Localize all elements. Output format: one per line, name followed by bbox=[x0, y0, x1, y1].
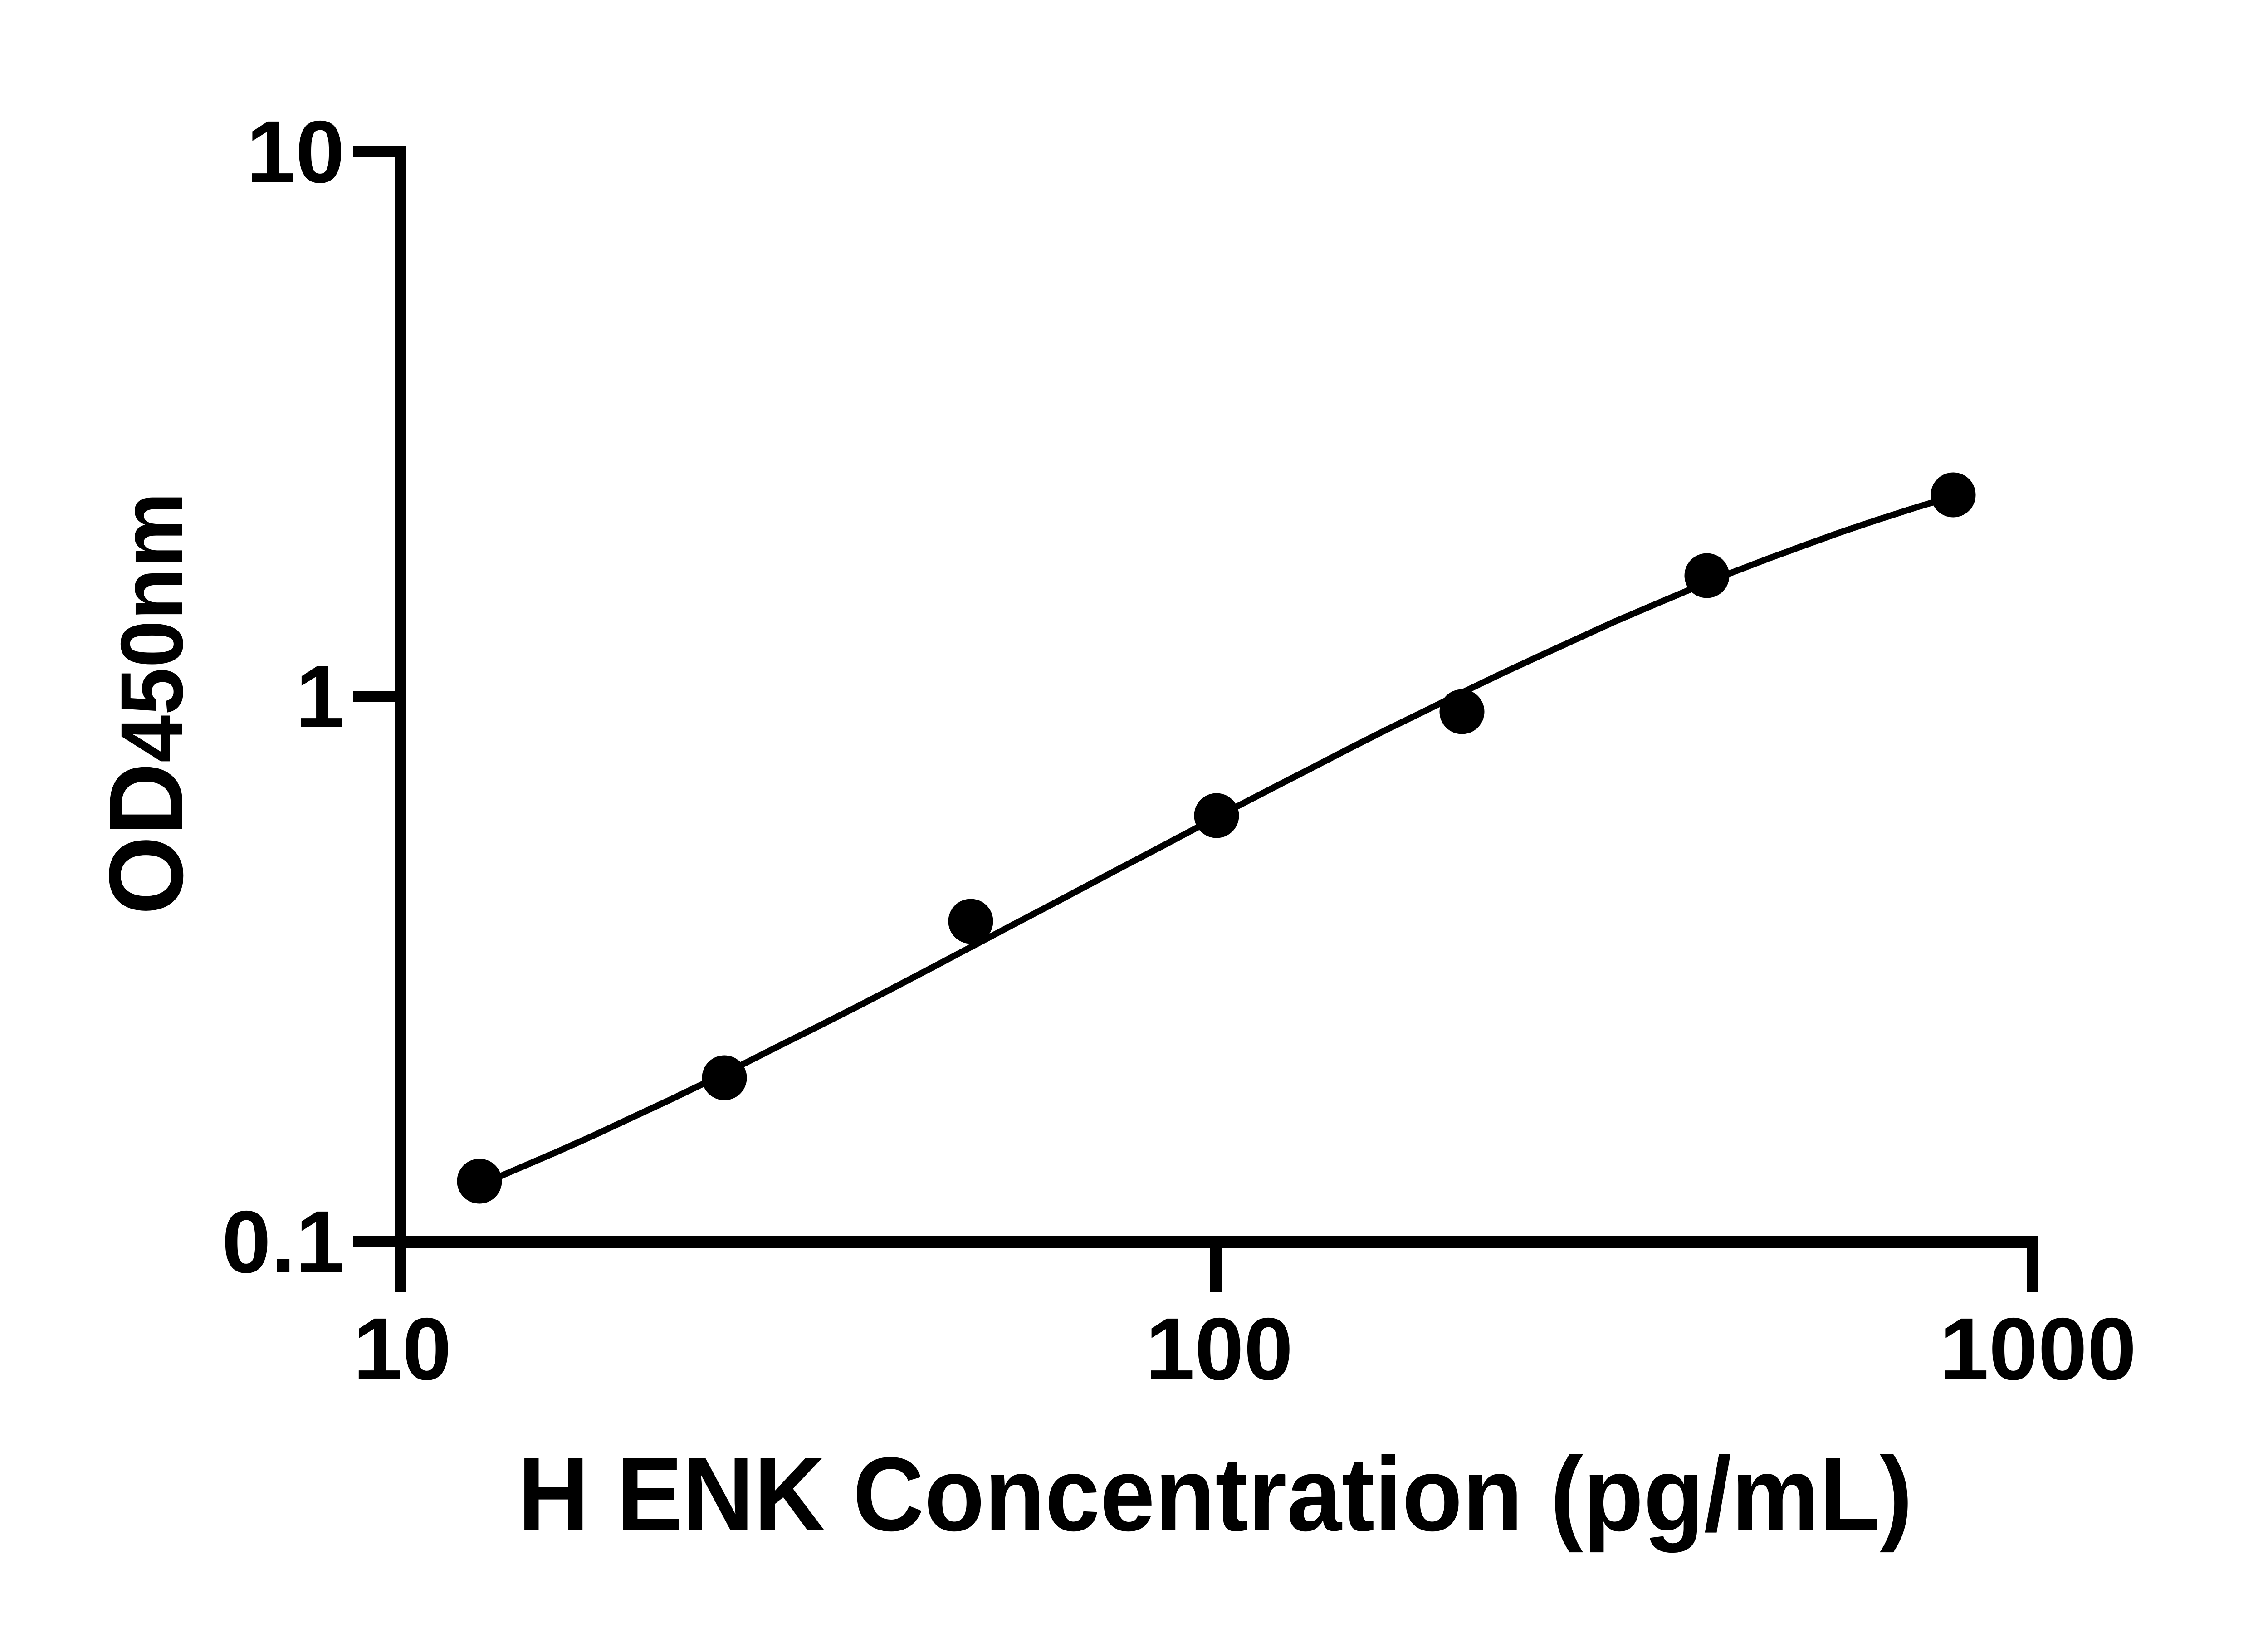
svg-text:1: 1 bbox=[296, 647, 345, 746]
svg-text:OD450nm: OD450nm bbox=[88, 492, 205, 915]
svg-text:100: 100 bbox=[1145, 1300, 1293, 1398]
svg-text:H ENK Concentration (pg/mL): H ENK Concentration (pg/mL) bbox=[518, 1436, 1913, 1553]
svg-text:1000: 1000 bbox=[1940, 1300, 2136, 1398]
svg-text:0.1: 0.1 bbox=[222, 1193, 345, 1291]
svg-text:10: 10 bbox=[246, 103, 345, 201]
svg-text:10: 10 bbox=[353, 1300, 452, 1398]
